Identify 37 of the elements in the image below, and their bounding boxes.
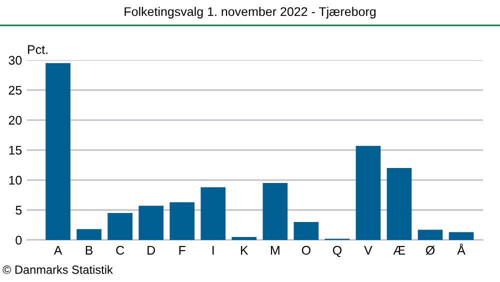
bar	[108, 212, 132, 240]
text: © Danmarks Statistik	[2, 265, 113, 274]
x-tick-label: C	[116, 246, 124, 255]
chart-title: Folketingsvalg 1. november 2022 - Tjæreborg	[124, 6, 376, 19]
bar	[262, 183, 288, 240]
y-tick-label: 10	[9, 176, 22, 185]
bar	[418, 230, 443, 240]
x-tick-label: V	[364, 246, 372, 255]
x-tick-label: Æ	[393, 246, 405, 255]
x-tick-label: Å	[457, 244, 466, 255]
x-tick-label: M	[270, 246, 280, 255]
bar	[386, 168, 412, 240]
y-tick-label: 0	[16, 236, 22, 245]
bar	[138, 206, 164, 240]
x-tick-label: I	[212, 246, 214, 255]
x-tick-label: Q	[332, 246, 342, 257]
y-axis-title: Pct.	[28, 45, 48, 54]
bar	[170, 202, 195, 240]
bar	[294, 222, 319, 240]
x-tick-label: K	[241, 246, 248, 255]
x-tick-label: F	[179, 246, 186, 255]
x-tick-label: O	[302, 246, 310, 255]
x-tick-label: A	[54, 246, 62, 255]
y-tick-label: 25	[8, 86, 22, 95]
bar	[46, 63, 70, 240]
bar	[76, 229, 102, 240]
x-tick-label: B	[86, 246, 93, 255]
y-tick-label: 30	[8, 56, 22, 65]
bar	[448, 232, 474, 240]
x-tick-label: D	[148, 246, 155, 255]
x-tick-label: Ø	[426, 246, 435, 255]
bar	[200, 187, 226, 240]
bar	[232, 236, 257, 240]
y-tick-label: 15	[9, 146, 22, 155]
y-tick-label: 5	[16, 206, 22, 215]
bar	[356, 146, 381, 240]
y-tick-label: 20	[8, 116, 22, 125]
